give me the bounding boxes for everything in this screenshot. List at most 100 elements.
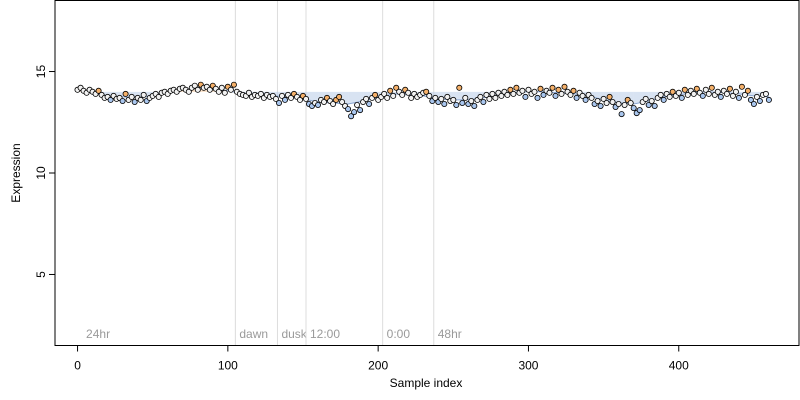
trend-segment-18 [348,91,364,104]
data-point-185 [630,105,637,112]
data-point-111 [408,94,415,101]
data-point-158 [549,84,556,91]
data-point-131 [468,98,475,105]
data-point-135 [480,99,487,106]
data-point-116 [423,88,430,95]
data-point-168 [579,92,586,99]
data-point-128 [459,100,466,107]
data-point-96 [363,95,370,102]
data-point-224 [747,96,754,103]
data-point-194 [657,91,664,98]
data-point-205 [690,90,697,97]
data-point-197 [666,93,673,100]
x-tick-label-2: 200 [368,359,388,373]
data-point-153 [534,94,541,101]
data-point-192 [651,103,658,110]
data-point-134 [477,93,484,100]
data-point-61 [257,90,264,97]
data-point-123 [444,93,451,100]
data-point-208 [699,92,706,99]
data-point-198 [669,88,676,95]
data-point-71 [287,94,294,101]
data-point-119 [432,94,439,101]
data-point-180 [615,101,622,108]
phase-label-5: 48hr [438,327,462,341]
data-point-15 [119,98,126,105]
data-point-195 [660,96,667,103]
data-point-37 [185,88,192,95]
phase-label-2: dusk [281,327,307,341]
data-point-22 [140,91,147,98]
data-point-48 [218,84,225,91]
phase-markers: 24hr dawn dusk 12:00 0:00 48hr [86,0,462,346]
data-point-104 [387,87,394,94]
data-point-39 [191,82,198,89]
data-point-209 [702,86,709,93]
data-point-175 [600,95,607,102]
data-point-110 [405,89,412,96]
data-point-137 [486,95,493,102]
data-point-80 [314,102,321,109]
data-point-88 [339,99,346,106]
data-point-226 [753,93,760,100]
data-point-190 [645,102,652,109]
data-point-93 [354,102,361,109]
data-point-49 [221,89,228,96]
data-point-67 [275,100,282,107]
x-axis-title: Sample index [390,376,463,390]
data-point-216 [723,90,730,97]
data-point-230 [765,96,772,103]
data-point-206 [693,85,700,92]
data-point-40 [194,86,201,93]
data-point-221 [738,83,745,90]
data-point-171 [588,94,595,101]
data-point-117 [426,92,433,99]
phase-label-1: dawn [239,327,268,341]
data-point-143 [504,91,511,98]
x-tick-label-1: 100 [218,359,238,373]
data-point-166 [573,94,580,101]
data-point-157 [546,89,553,96]
data-point-161 [558,90,565,97]
y-tick-label-1: 10 [34,166,48,180]
data-point-202 [681,86,688,93]
data-point-66 [272,95,279,102]
data-point-213 [714,88,721,95]
data-point-85 [330,101,337,108]
data-point-7 [95,87,102,94]
data-point-146 [513,84,520,91]
data-point-225 [750,101,757,108]
x-tick-label-3: 300 [518,359,538,373]
data-point-181 [618,111,625,118]
data-point-121 [438,95,445,102]
data-point-200 [675,89,682,96]
data-point-211 [708,84,715,91]
phase-label-4: 0:00 [387,327,411,341]
data-point-141 [498,92,505,99]
data-points [74,81,772,120]
data-point-94 [357,107,364,114]
data-point-144 [507,86,514,93]
data-point-51 [227,86,234,93]
data-point-222 [741,91,748,98]
data-point-165 [570,87,577,94]
data-point-164 [567,91,574,98]
data-point-129 [462,94,469,101]
data-point-68 [278,92,285,99]
data-point-149 [522,93,529,100]
data-point-47 [215,88,222,95]
data-point-148 [519,87,526,94]
data-point-87 [336,93,343,100]
data-point-169 [582,96,589,103]
data-point-218 [729,92,736,99]
data-point-82 [320,99,327,106]
data-point-69 [281,96,288,103]
data-point-125 [450,96,457,103]
data-point-159 [552,92,559,99]
data-point-102 [381,90,388,97]
data-point-127 [456,84,463,91]
plot-frame [54,0,800,346]
data-point-220 [735,94,742,101]
x-tick-label-0: 0 [74,359,81,373]
